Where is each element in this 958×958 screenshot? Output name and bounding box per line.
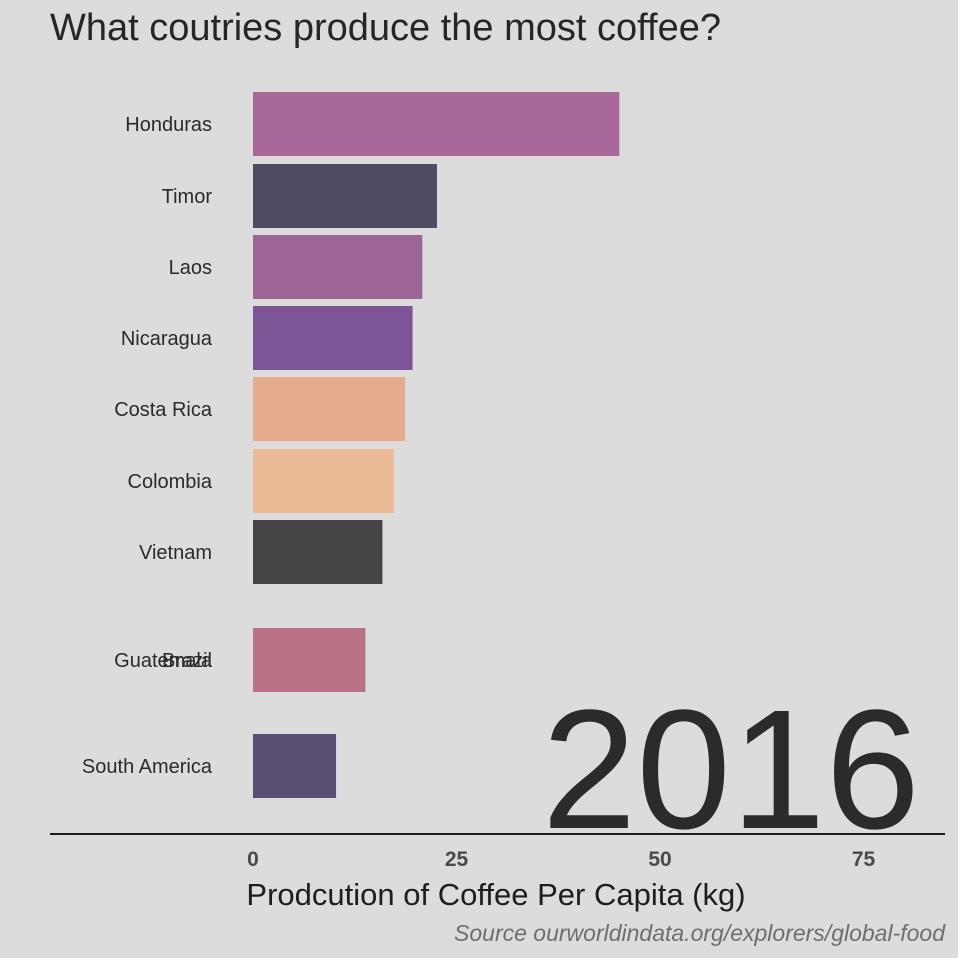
x-tick-label-0: 0 — [247, 848, 259, 871]
bar-south-america — [253, 734, 337, 798]
bar-laos — [253, 235, 423, 299]
x-tick-label-50: 50 — [648, 848, 671, 871]
bars-group — [253, 92, 620, 798]
x-tick-label-75: 75 — [852, 848, 876, 871]
bar-brazil — [253, 628, 366, 692]
bar-vietnam — [253, 520, 383, 584]
category-label-guatemala: Guatemala — [114, 650, 213, 672]
bar-honduras — [253, 92, 620, 156]
bar-colombia — [253, 449, 394, 513]
bar-timor — [253, 164, 437, 228]
bar-nicaragua — [253, 306, 413, 370]
category-label-brazil: Brazil — [162, 650, 212, 672]
x-tick-label-25: 25 — [445, 848, 469, 871]
bar-costa-rica — [253, 377, 406, 441]
category-label-timor: Timor — [162, 186, 213, 208]
source-caption: Source ourworldindata.org/explorers/glob… — [454, 920, 946, 946]
category-label-honduras: Honduras — [125, 114, 212, 136]
x-axis-title: Prodcution of Coffee Per Capita (kg) — [246, 877, 745, 912]
frame-year-label: 2016 — [542, 675, 920, 865]
category-label-colombia: Colombia — [128, 471, 213, 493]
x-axis-ticks: 0 25 50 75 — [247, 848, 875, 871]
category-label-costa-rica: Costa Rica — [114, 399, 213, 421]
category-labels-group: Honduras Timor Laos Nicaragua Costa Rica Colo… — [82, 114, 213, 778]
category-label-vietnam: Vietnam — [139, 542, 212, 564]
category-label-south-america: South America — [82, 756, 213, 778]
chart-title: What coutries produce the most coffee? — [50, 7, 721, 49]
category-label-nicaragua: Nicaragua — [121, 328, 213, 350]
category-label-laos: Laos — [169, 257, 212, 279]
